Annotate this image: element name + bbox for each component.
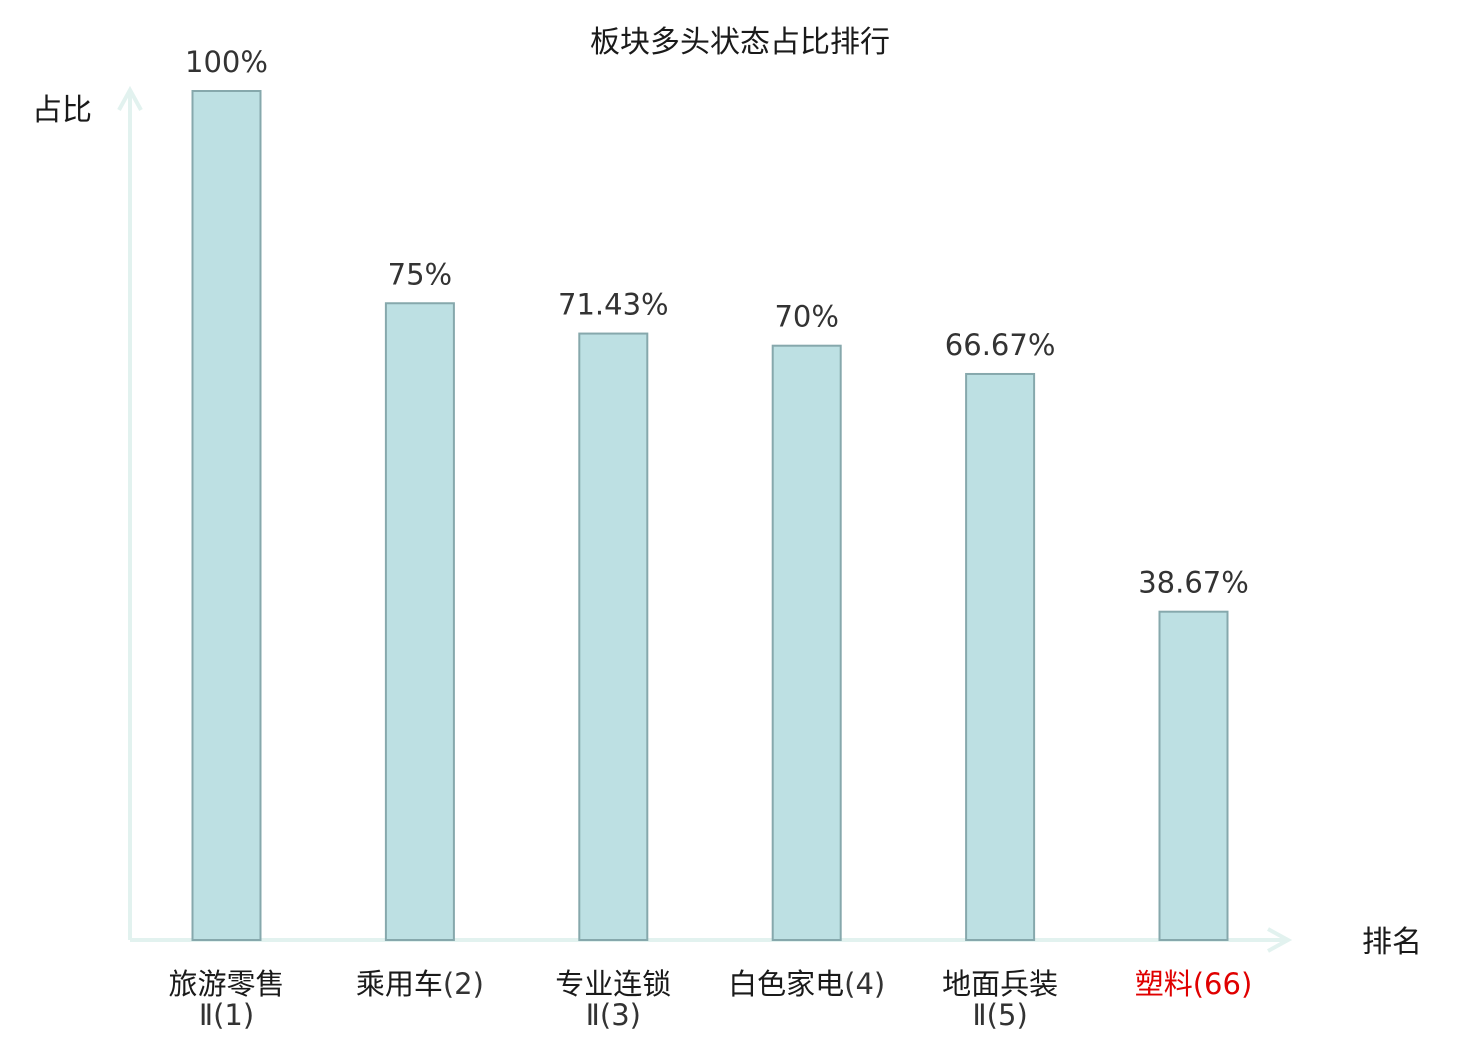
category-name: 旅游零售 — [168, 967, 284, 1001]
category-rank: Ⅱ(5) — [972, 998, 1027, 1032]
bar — [384, 302, 455, 941]
bar-value-label: 100% — [185, 45, 268, 79]
category-label: 白色家电(4) — [728, 967, 885, 1001]
bar-value-label: 75% — [388, 257, 452, 291]
category-rank: (4) — [844, 967, 885, 1001]
y-axis-label: 占比 — [32, 93, 92, 128]
category-name: 塑料 — [1135, 967, 1193, 1001]
bar — [191, 90, 262, 941]
bar-value-label: 38.67% — [1138, 566, 1249, 600]
category-rank: (2) — [443, 967, 484, 1001]
category-name: 地面兵装 — [942, 967, 1058, 1001]
category-name: 专业连锁 — [555, 967, 671, 1001]
category-rank: Ⅱ(1) — [199, 998, 254, 1032]
x-axis-arrow-icon — [1267, 927, 1293, 953]
bar — [1158, 610, 1229, 941]
category-name: 白色家电 — [728, 967, 844, 1001]
category-rank: (66) — [1193, 967, 1253, 1001]
x-axis-label: 排名 — [1362, 925, 1422, 960]
category-name: 乘用车 — [356, 967, 443, 1001]
axes — [117, 85, 1293, 953]
value-labels-group: 100% 75% 71.43% 70% 66.67% 38.67% — [185, 45, 1249, 600]
bar — [965, 372, 1036, 942]
bar — [771, 344, 842, 941]
category-rank: Ⅱ(3) — [586, 998, 641, 1032]
bars-group — [191, 90, 1229, 942]
bar — [578, 332, 649, 941]
category-label: 塑料(66) — [1135, 967, 1253, 1001]
bar-value-label: 71.43% — [558, 288, 669, 322]
category-label: 乘用车(2) — [356, 967, 484, 1001]
chart-title: 板块多头状态占比排行 — [590, 25, 890, 60]
y-axis-arrow-icon — [117, 85, 143, 111]
bar-value-label: 66.67% — [945, 328, 1056, 362]
bar-value-label: 70% — [774, 300, 838, 334]
